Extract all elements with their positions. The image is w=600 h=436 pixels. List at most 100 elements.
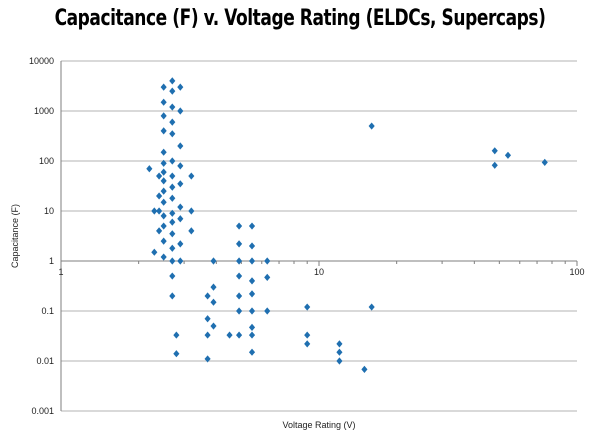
data-point [248,257,256,265]
data-point [160,159,167,167]
data-point [169,103,176,111]
data-point [160,177,167,185]
data-point [177,83,184,91]
data-point [361,365,368,373]
data-point [210,322,217,330]
data-point [169,118,176,126]
data-point [146,165,153,173]
data-point [236,257,243,265]
y-tick-label: 10 [44,206,54,216]
data-point [336,340,343,348]
data-point [169,194,176,202]
data-point [156,227,163,235]
data-point [160,187,167,195]
data-point [248,242,256,250]
data-point [226,331,233,339]
data-point [160,98,167,106]
y-tick-label: 10000 [29,56,54,66]
data-point [204,355,211,363]
x-tick-label: 1 [58,267,63,277]
data-point [177,257,184,265]
data-point [177,180,184,188]
y-tick-label: 1 [49,256,54,266]
data-point [151,207,158,215]
y-tick-label: 0.001 [31,406,54,416]
data-point [210,298,217,306]
data-point [236,292,243,300]
data-point [173,331,180,339]
data-point [541,158,548,166]
chart-title: Capacitance (F) v. Voltage Rating (ELDCs… [54,6,546,31]
data-point [210,283,217,291]
data-point [169,244,176,252]
data-point [177,215,184,223]
data-point [236,307,243,315]
data-point [169,130,176,138]
y-axis-title: Capacitance (F) [10,204,20,268]
y-tick-label: 1000 [34,106,54,116]
data-point [177,107,184,115]
data-point [169,183,176,191]
data-point [236,222,243,230]
data-point [160,112,167,120]
y-tick-label: 100 [39,156,54,166]
data-point [204,331,211,339]
data-point [160,212,167,220]
data-point [304,331,311,339]
data-point [248,307,256,315]
data-point [504,151,512,159]
data-point [169,292,176,300]
data-point [304,340,311,348]
data-point [160,127,167,135]
data-point [236,331,243,339]
y-tick-label: 0.01 [36,356,54,366]
x-tick-label: 100 [569,267,584,277]
data-point [156,192,163,200]
data-point [204,315,211,323]
data-point [188,207,195,215]
data-point [204,292,211,300]
data-point [177,203,184,211]
data-point [304,303,311,311]
data-point [210,257,217,265]
data-point [169,218,176,226]
data-point [160,222,167,230]
data-point [248,331,256,339]
data-point [173,350,180,358]
data-point [248,290,256,298]
data-point [151,248,158,256]
data-point [156,172,163,180]
data-point [248,348,256,356]
data-point [160,83,167,91]
data-point [160,237,167,245]
data-point [169,77,176,85]
data-point [160,148,167,156]
data-point [264,307,271,315]
data-point [177,240,184,248]
data-point [336,348,343,356]
data-point [491,161,498,169]
data-point [264,257,271,265]
data-point [264,273,271,281]
y-tick-label: 0.1 [41,306,54,316]
data-point [169,272,176,280]
data-point [368,122,375,130]
data-point [169,87,176,95]
data-point [177,162,184,170]
data-point [236,240,243,248]
x-axis-title: Voltage Rating (V) [282,420,355,430]
data-point [248,323,256,331]
data-point [188,172,195,180]
data-point [177,142,184,150]
data-point [248,277,256,285]
x-tick-label: 10 [314,267,324,277]
data-point [160,253,167,261]
data-point [236,272,243,280]
data-point [491,147,498,155]
data-point [160,168,167,176]
data-point [169,230,176,238]
data-point [169,209,176,217]
data-point [169,172,176,180]
